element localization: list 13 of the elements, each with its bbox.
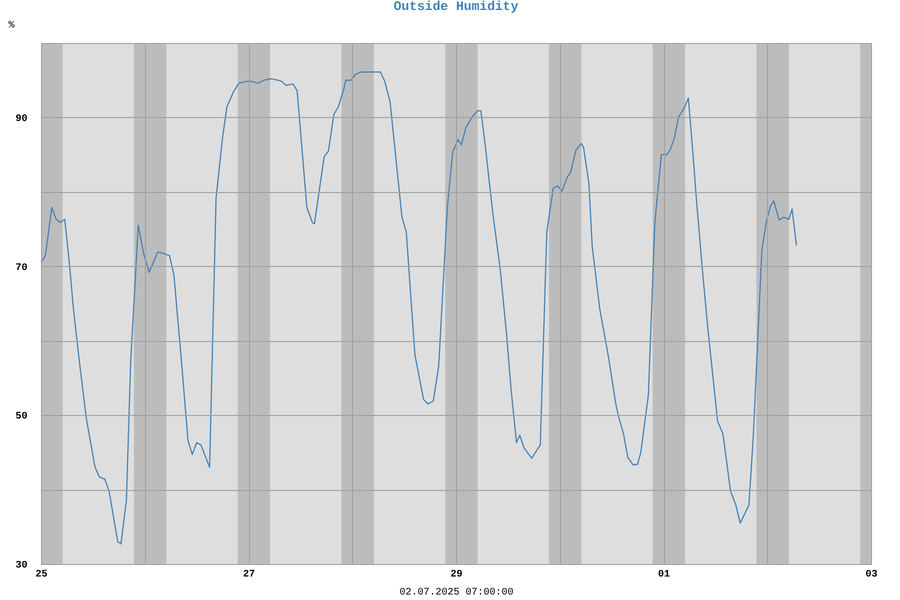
x-axis-title: 02.07.2025 07:00:00 [399, 588, 514, 598]
y-tick-label: 50 [15, 412, 28, 423]
y-tick-label: 70 [15, 262, 28, 274]
line-series [40, 71, 798, 545]
x-tick-label: 03 [865, 570, 878, 580]
y-tick-label: 30 [15, 560, 28, 572]
x-tick-label: 01 [658, 570, 670, 580]
y-tick-label: 90 [15, 114, 28, 125]
x-tick-label: 27 [242, 570, 256, 580]
y-axis-title: % [8, 20, 15, 32]
x-tick-label: 25 [35, 570, 48, 580]
x-tick-label: 29 [450, 570, 463, 580]
chart-title: Outside Humidity [394, 0, 519, 14]
